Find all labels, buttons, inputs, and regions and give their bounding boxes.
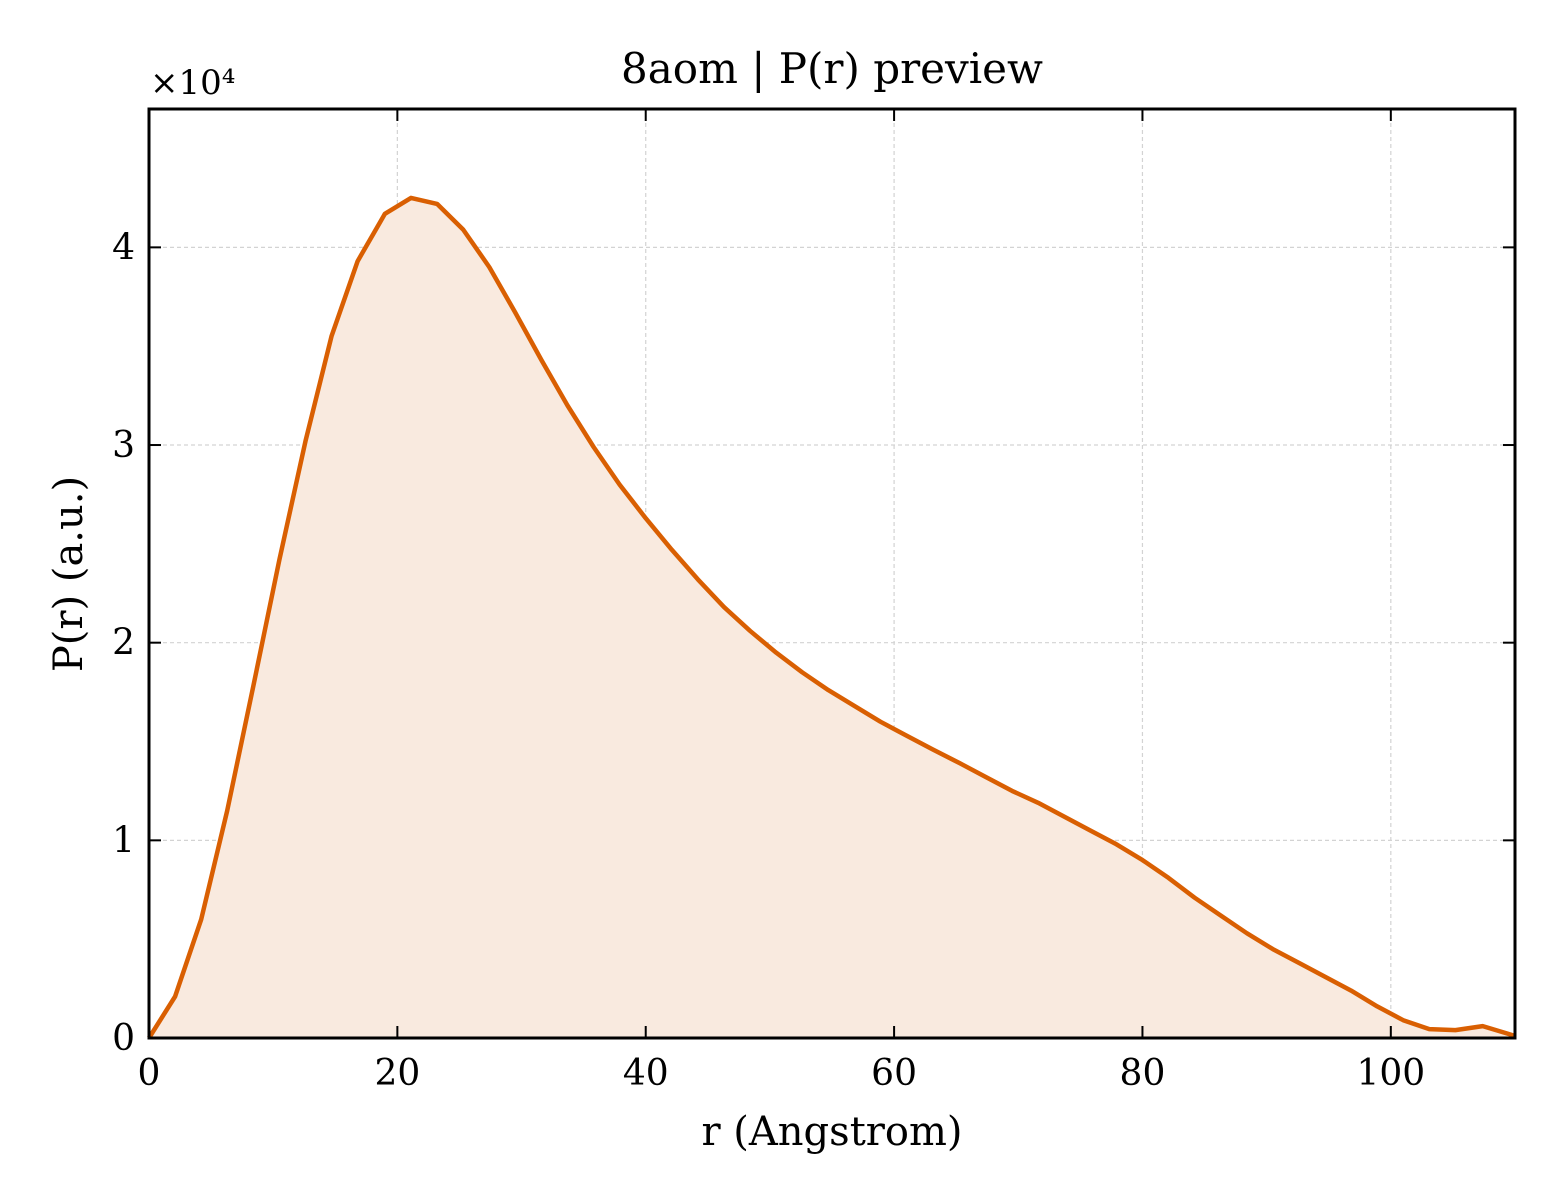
- ticks: [148, 109, 1515, 1039]
- y-tick-label: 0: [112, 1018, 135, 1059]
- x-axis-label: r (Angstrom): [701, 1109, 962, 1155]
- x-tick-label: 100: [1356, 1053, 1425, 1094]
- x-tick-label: 0: [138, 1053, 161, 1094]
- area-fill: [149, 197, 1515, 1038]
- x-tick-label: 60: [871, 1053, 917, 1094]
- y-tick-label: 1: [112, 820, 135, 861]
- y-tick-label: 2: [112, 623, 135, 664]
- plot-frame: [147, 107, 1517, 1040]
- chart-title: 8aom | P(r) preview: [621, 44, 1043, 93]
- series-line: [147, 195, 1516, 1040]
- x-tick-label: 40: [623, 1053, 669, 1094]
- y-multiplier-label: ×10⁴: [150, 63, 235, 103]
- y-tick-label: 4: [112, 227, 135, 268]
- y-tick-label: 3: [112, 425, 135, 466]
- x-tick-labels: 0 20 40 60 80 100: [138, 1053, 1426, 1094]
- y-axis-label: P(r) (a.u.): [46, 476, 92, 672]
- x-tick-label: 80: [1120, 1053, 1166, 1094]
- y-tick-labels: 0 1 2 3 4: [112, 227, 135, 1059]
- x-tick-label: 20: [374, 1053, 420, 1094]
